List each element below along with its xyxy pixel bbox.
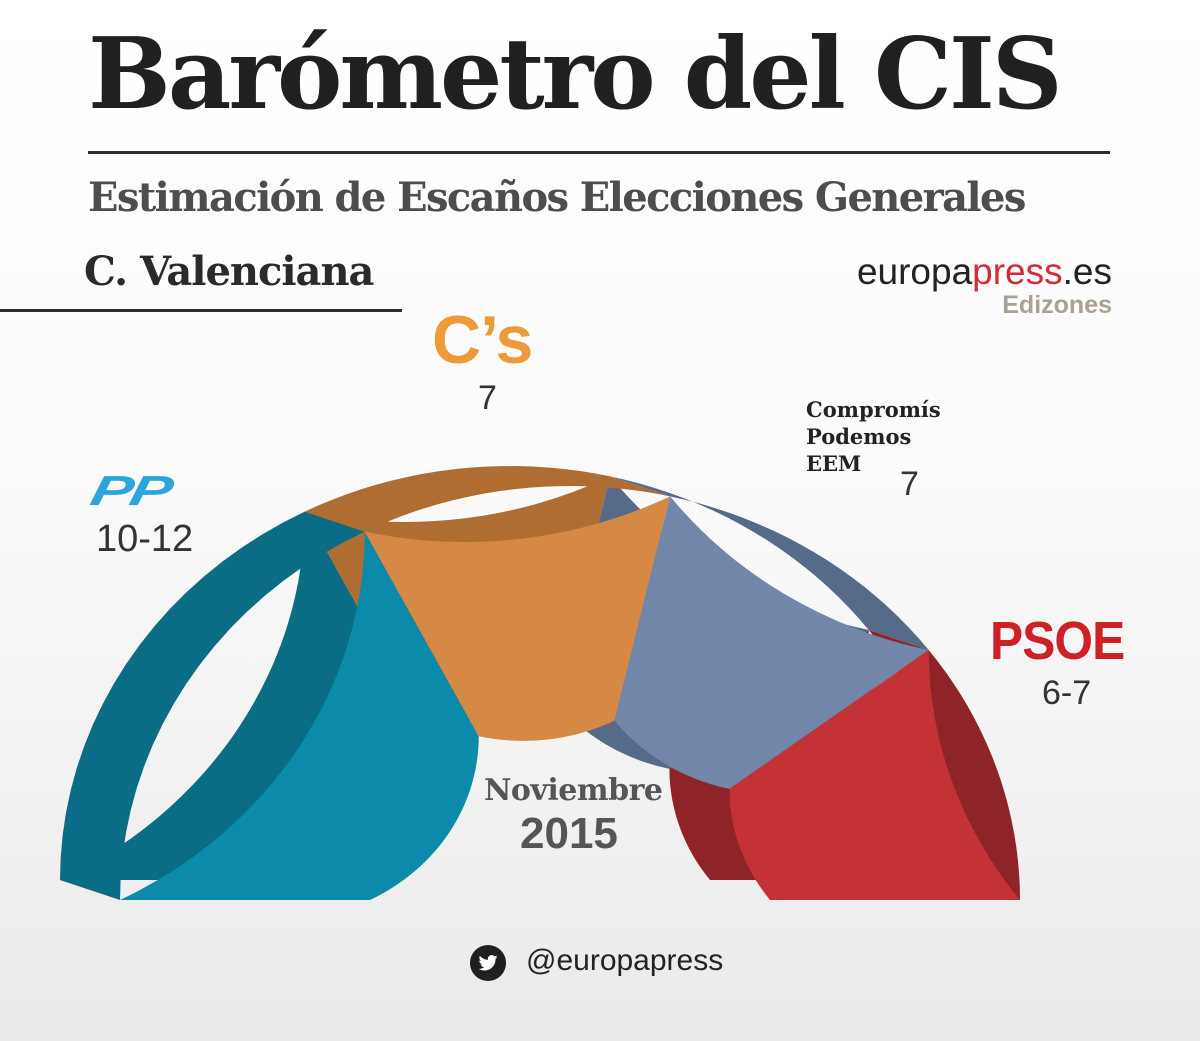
segment-pp bbox=[120, 531, 479, 900]
segment-cs-rim bbox=[304, 466, 671, 532]
segment-cs bbox=[364, 496, 671, 741]
party-label-compromis-line1: Compromís bbox=[806, 397, 941, 422]
region-label: C. Valenciana bbox=[84, 248, 374, 295]
center-year: 2015 bbox=[520, 809, 618, 858]
seats-label-psoe: 6-7 bbox=[1042, 674, 1092, 712]
party-label-cs: C’s bbox=[432, 302, 533, 378]
title-divider bbox=[88, 151, 1110, 154]
seats-label-compromis: 7 bbox=[900, 465, 919, 503]
segment-compromis-rim bbox=[610, 476, 929, 651]
party-label-compromis-line2: Podemos bbox=[806, 424, 912, 449]
party-label-psoe: PSOE bbox=[990, 611, 1125, 671]
twitter-bird-icon bbox=[469, 944, 507, 982]
brand-suffix: .es bbox=[1062, 251, 1112, 292]
brand-logo: europapress.es bbox=[857, 253, 1112, 290]
segment-pp-rim bbox=[60, 511, 365, 900]
party-label-compromis-line3: EEM bbox=[806, 451, 862, 476]
segment-psoe bbox=[729, 650, 1020, 900]
chart-subtitle: Estimación de Escaños Elecciones General… bbox=[88, 174, 1026, 221]
center-month: Noviembre bbox=[484, 773, 663, 808]
party-label-pp: PP bbox=[86, 467, 175, 514]
chart-title: Barómetro del CIS bbox=[88, 17, 1063, 132]
region-divider bbox=[0, 309, 402, 312]
brand-prefix: europa bbox=[856, 251, 973, 292]
segment-compromis bbox=[614, 496, 929, 789]
brand-highlight: press bbox=[972, 251, 1063, 292]
seats-label-pp: 10-12 bbox=[96, 518, 194, 560]
seats-label-cs: 7 bbox=[478, 379, 497, 417]
twitter-handle: @europapress bbox=[526, 944, 724, 977]
party-label-compromis: Compromís Podemos EEM bbox=[806, 396, 941, 477]
brand-subtitle: Edizones bbox=[1002, 291, 1112, 319]
